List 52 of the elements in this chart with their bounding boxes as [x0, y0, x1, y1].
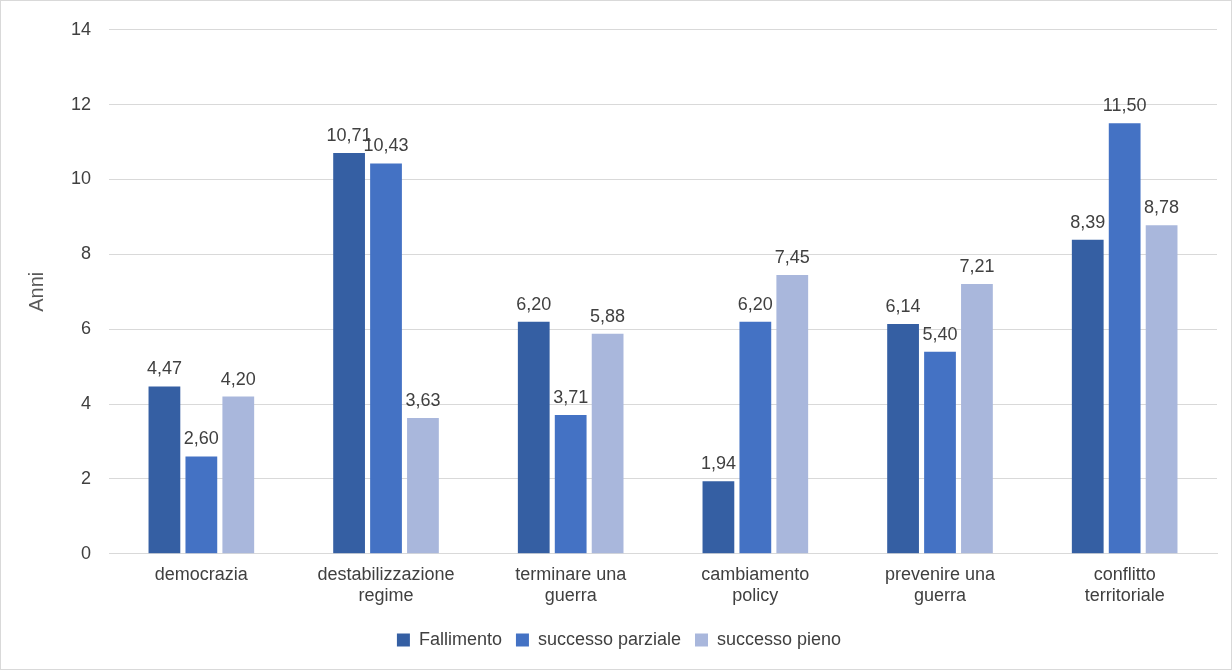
data-label: 8,78 [1144, 197, 1180, 218]
bar [961, 283, 993, 554]
x-tick-label: destabilizzazione regime [317, 563, 455, 606]
bar [1108, 123, 1141, 554]
y-tick-label: 14 [70, 18, 92, 39]
data-label: 7,21 [959, 255, 995, 276]
data-label: 5,40 [922, 323, 958, 344]
data-label: 3,63 [405, 389, 441, 410]
x-tick-label: conflitto territoriale [1084, 563, 1165, 606]
bar [702, 481, 735, 554]
y-tick-label: 4 [81, 393, 92, 414]
x-tick-label: democrazia [154, 563, 249, 584]
data-label: 2,60 [183, 428, 219, 449]
data-label: 4,47 [146, 358, 182, 379]
y-axis-title: Anni [24, 271, 47, 312]
bar [1145, 225, 1178, 554]
data-label: 6,14 [885, 295, 921, 316]
y-tick-label: 8 [81, 243, 92, 264]
y-tick-label: 0 [81, 542, 92, 563]
data-label: 7,45 [774, 246, 810, 267]
bar [924, 351, 956, 554]
bar [1071, 239, 1104, 554]
x-tick-label: prevenire una guerra [884, 563, 997, 606]
y-tick-label: 10 [70, 168, 92, 189]
bar [591, 333, 624, 554]
x-tick-label: terminare una guerra [515, 563, 628, 606]
bar [517, 321, 550, 554]
bar [887, 323, 919, 554]
data-label: 5,88 [590, 305, 626, 326]
y-tick-label: 2 [81, 467, 92, 488]
data-label: 1,94 [700, 453, 736, 474]
data-label: 4,20 [220, 368, 256, 389]
bar [776, 274, 809, 554]
legend-label: successo pieno [717, 628, 842, 649]
bar [554, 414, 587, 554]
bar [148, 386, 181, 554]
y-tick-label: 6 [81, 318, 92, 339]
y-tick-label: 12 [70, 93, 92, 114]
data-label: 6,20 [516, 293, 552, 314]
bar [185, 456, 218, 554]
bar [222, 396, 255, 554]
data-label: 11,50 [1102, 95, 1147, 116]
bar [333, 152, 365, 554]
bar [739, 321, 772, 554]
bar [407, 417, 439, 554]
data-label: 6,20 [737, 293, 773, 314]
data-label: 8,39 [1070, 211, 1106, 232]
x-tick-label: cambiamento policy [701, 563, 810, 606]
bar [370, 163, 402, 554]
legend-label: successo parziale [537, 628, 682, 649]
legend-label: Fallimento [418, 628, 502, 649]
data-label: 3,71 [553, 386, 589, 407]
